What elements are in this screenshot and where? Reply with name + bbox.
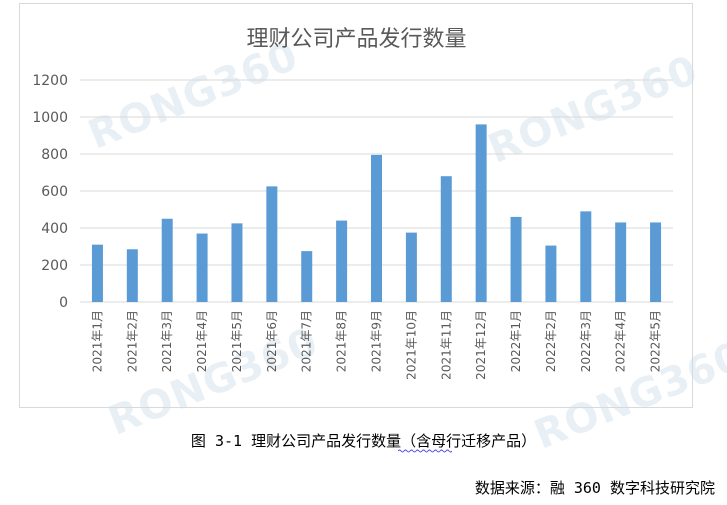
x-tick-label: 2021年5月 [230, 310, 244, 372]
bar [301, 251, 313, 302]
figure-caption: 图 3-1 理财公司产品发行数量（含母行迁移产品） [190, 432, 537, 450]
x-tick-label: 2022年1月 [509, 310, 523, 372]
y-tick-label: 1200 [32, 73, 68, 89]
bar [580, 211, 592, 302]
bar [126, 249, 138, 302]
bar-chart: 理财公司产品发行数量 0 200 400 600 800 1000 1200 2021年1月 20… [32, 27, 673, 380]
x-tick-label: 2021年6月 [265, 310, 279, 372]
y-tick-label: 0 [59, 295, 68, 311]
x-tick-label: 2021年3月 [160, 310, 174, 372]
x-tick-label: 2021年7月 [300, 310, 314, 372]
chart-frame: RONG360 RONG360 RONG360 RONG360 理财公司产品发行… [19, 3, 727, 459]
x-tick-label: 2021年4月 [195, 310, 209, 372]
y-tick-label: 800 [41, 147, 68, 163]
x-tick-label: 2021年11月 [439, 310, 453, 380]
x-tick-label: 2022年3月 [579, 310, 593, 372]
data-source: 数据来源：融 360 数字科技研究院 [474, 479, 715, 497]
x-tick-label: 2021年1月 [90, 310, 104, 372]
bar [371, 154, 382, 302]
bar [650, 222, 662, 302]
bar [91, 244, 103, 302]
bar [266, 186, 278, 302]
y-tick-label: 600 [41, 184, 68, 200]
x-tick-label: 2021年10月 [404, 310, 418, 380]
x-tick-label: 2022年2月 [544, 310, 558, 372]
y-tick-label: 200 [41, 258, 68, 274]
chart-title: 理财公司产品发行数量 [246, 27, 466, 52]
bar [161, 218, 173, 302]
y-tick-label: 400 [41, 221, 68, 237]
bar [510, 216, 522, 302]
bar [196, 233, 208, 302]
x-tick-label: 2022年4月 [614, 310, 628, 372]
bar [336, 220, 348, 302]
bar [615, 222, 627, 302]
bar [440, 176, 452, 302]
bar [231, 223, 243, 302]
bar [545, 245, 557, 302]
x-tick-label: 2022年5月 [649, 310, 663, 372]
x-tick-label: 2021年9月 [370, 310, 384, 372]
bar [405, 232, 417, 302]
x-tick-label: 2021年8月 [335, 310, 349, 372]
x-tick-label: 2021年12月 [474, 310, 488, 380]
y-tick-label: 1000 [32, 110, 68, 126]
spellcheck-underline [398, 449, 452, 453]
bar [475, 124, 487, 303]
x-tick-label: 2021年2月 [125, 310, 139, 372]
